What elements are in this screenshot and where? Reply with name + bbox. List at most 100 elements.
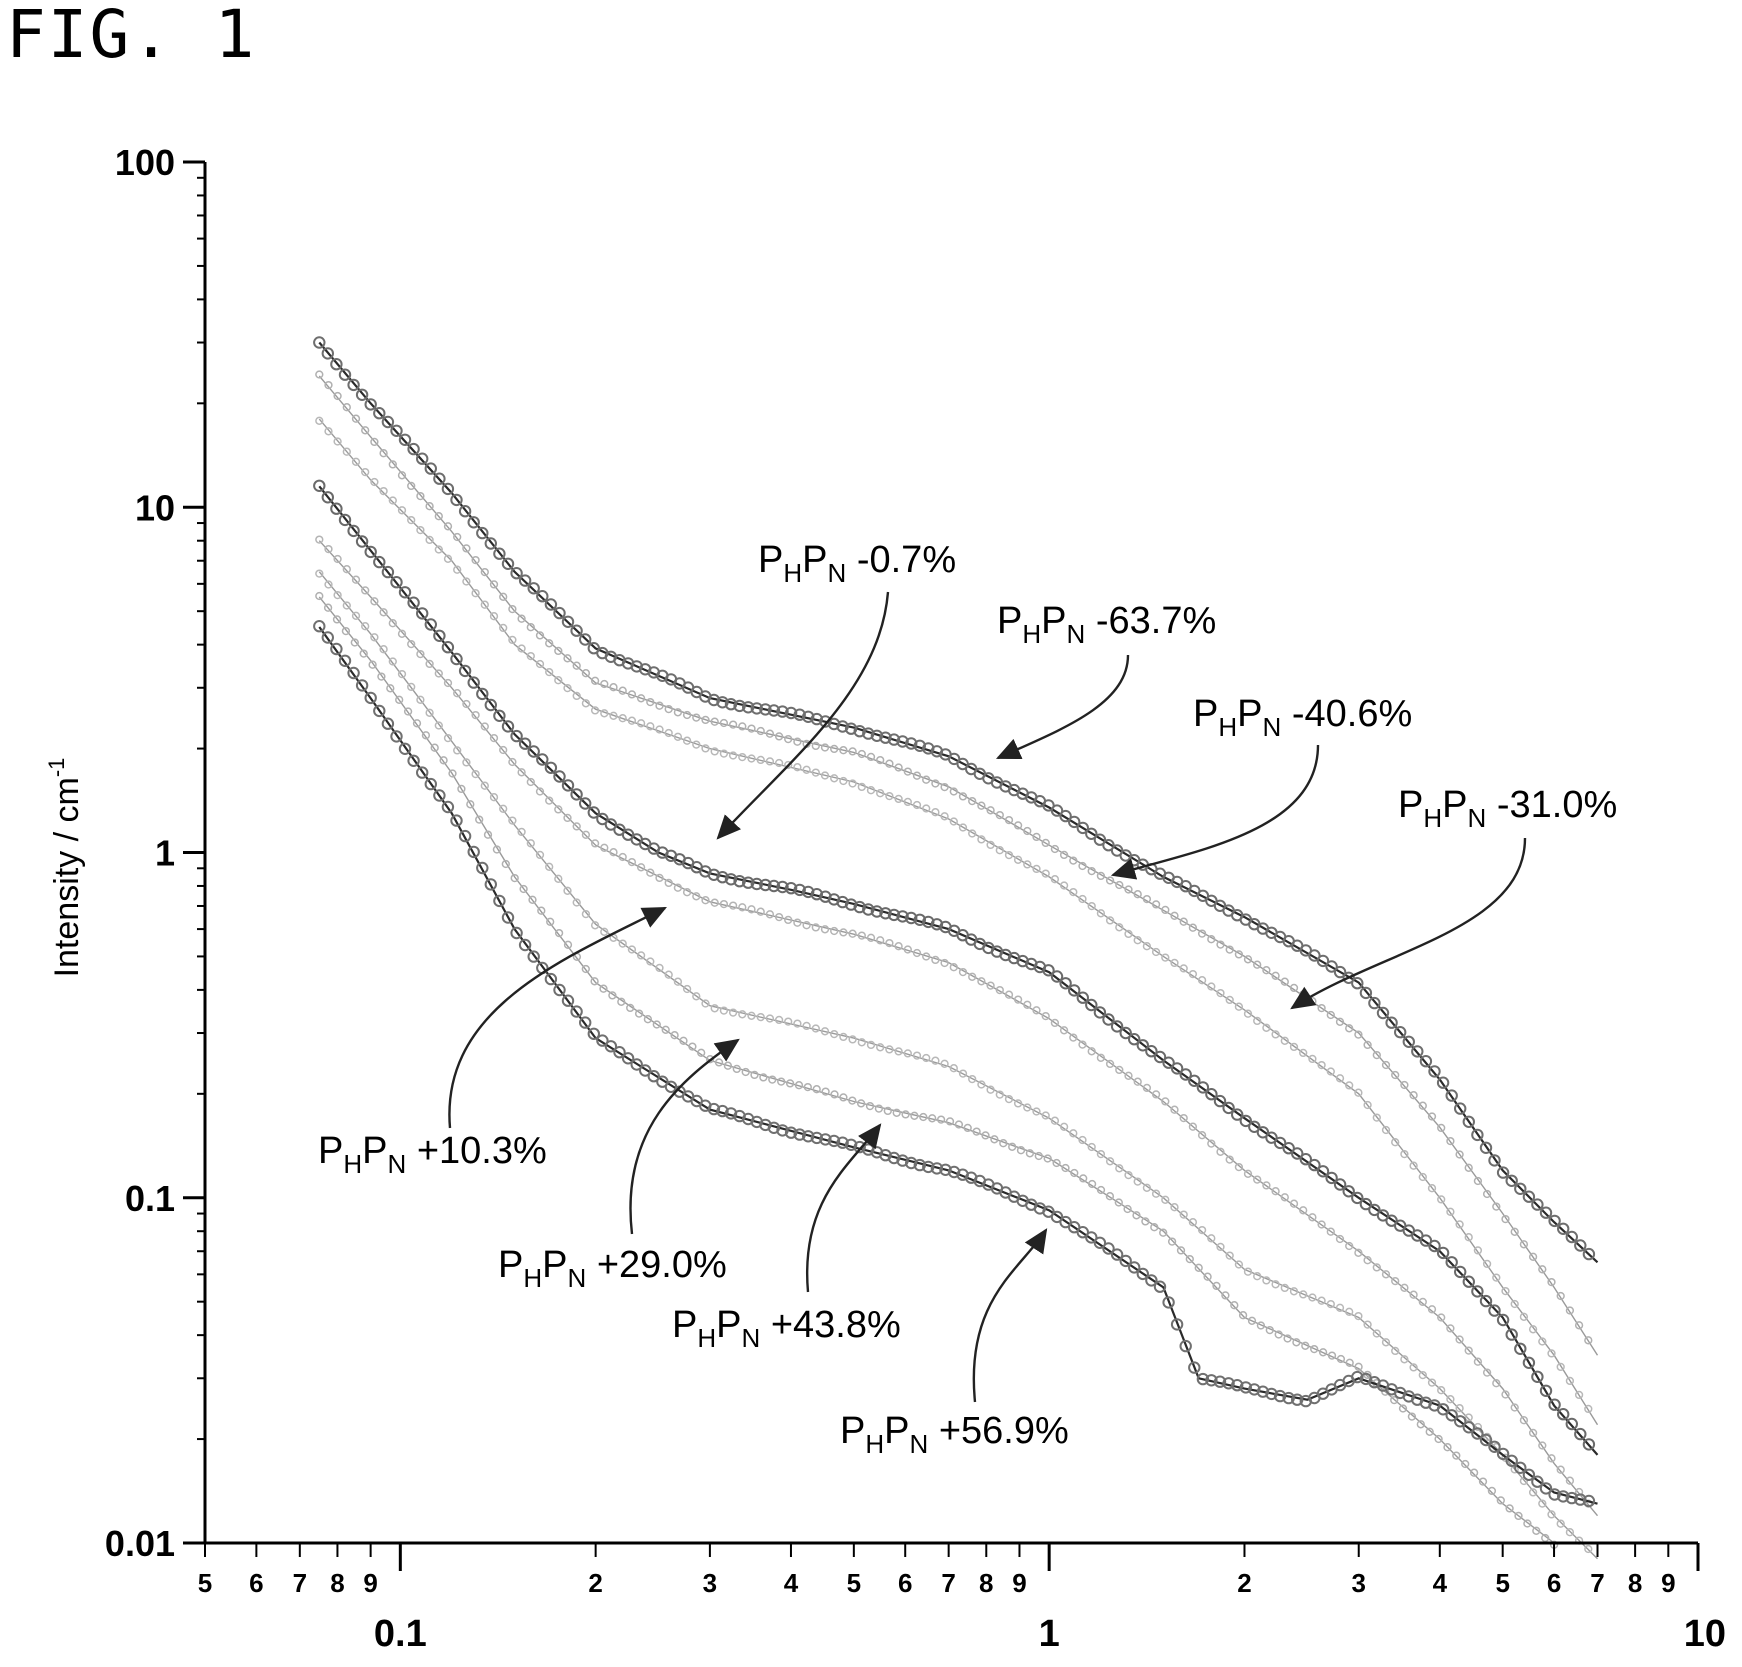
data-point <box>1482 1189 1492 1199</box>
data-point <box>1409 1290 1418 1299</box>
data-point <box>1372 1329 1381 1338</box>
data-point <box>876 789 885 798</box>
data-point <box>333 437 342 446</box>
data-point <box>1400 1355 1409 1364</box>
y-tick-label: 100 <box>115 142 175 183</box>
data-point <box>1548 1488 1561 1501</box>
data-point <box>1510 1299 1519 1309</box>
data-point <box>546 917 555 926</box>
data-point <box>398 433 412 446</box>
data-point <box>774 732 784 741</box>
data-point <box>1574 1493 1587 1506</box>
data-point <box>968 972 977 981</box>
data-point <box>1188 969 1198 979</box>
data-point <box>587 806 600 819</box>
data-point <box>1318 1348 1328 1357</box>
data-point <box>1469 1468 1479 1477</box>
data-point <box>462 758 471 767</box>
data-point <box>458 505 472 518</box>
annotation-label-part: P <box>1442 784 1467 826</box>
series--31.0% <box>315 416 1599 1426</box>
data-point <box>1317 1003 1326 1013</box>
data-point <box>896 1154 909 1167</box>
data-point <box>1023 1000 1032 1009</box>
data-point <box>443 522 453 531</box>
data-point <box>1207 1139 1216 1148</box>
data-point <box>1052 1158 1061 1168</box>
data-point <box>321 347 334 360</box>
data-point <box>342 447 351 456</box>
data-point <box>1556 1465 1565 1474</box>
data-point <box>750 1070 759 1080</box>
data-point <box>1372 1113 1381 1122</box>
data-point <box>536 590 549 603</box>
data-point <box>441 641 455 654</box>
data-point <box>370 633 379 642</box>
data-point <box>1179 1113 1188 1123</box>
data-point <box>361 622 370 631</box>
data-point <box>1538 1265 1547 1274</box>
annotation-label-part: P <box>840 1410 865 1452</box>
data-point <box>784 1017 793 1026</box>
data-point <box>1153 1050 1167 1064</box>
data-point <box>1105 916 1115 925</box>
data-point <box>1528 1252 1538 1261</box>
data-point <box>646 957 655 966</box>
data-point <box>1455 1150 1464 1159</box>
data-point <box>1023 826 1032 836</box>
data-point <box>381 565 395 579</box>
data-point <box>1119 1026 1132 1040</box>
data-point <box>476 526 489 540</box>
data-point <box>986 1085 995 1094</box>
data-point <box>1547 1454 1556 1463</box>
data-point <box>682 984 692 994</box>
data-point <box>510 567 523 580</box>
data-point <box>707 868 721 881</box>
data-point <box>518 938 532 952</box>
data-point <box>501 911 515 924</box>
data-point <box>1161 953 1170 962</box>
data-point <box>608 991 617 1000</box>
data-point <box>379 486 388 496</box>
data-point <box>526 623 535 632</box>
data-point <box>579 633 592 646</box>
data-point <box>1496 1447 1510 1461</box>
data-point <box>1078 861 1087 871</box>
data-point <box>1221 1291 1230 1300</box>
data-point <box>1273 1389 1287 1403</box>
data-point <box>802 885 815 899</box>
data-point <box>1317 1220 1326 1229</box>
data-point <box>1234 1162 1244 1172</box>
series-layer <box>313 336 1599 1560</box>
annotation-arrow <box>716 591 890 840</box>
data-point <box>1510 1227 1519 1236</box>
data-point <box>1043 1154 1052 1163</box>
data-point <box>707 693 721 707</box>
data-point <box>1565 1306 1575 1315</box>
data-point <box>581 964 590 974</box>
data-point <box>1179 964 1188 973</box>
data-point <box>350 638 359 647</box>
data-point <box>1176 1246 1186 1255</box>
data-point <box>865 1101 875 1111</box>
data-point <box>1185 1254 1194 1264</box>
data-point <box>728 1008 738 1017</box>
data-point <box>450 493 463 507</box>
data-point <box>1479 1294 1493 1308</box>
annotation--31.0%: PHPN -31.0% <box>1290 784 1617 1010</box>
data-point <box>912 1051 922 1060</box>
data-point <box>1409 1161 1418 1170</box>
data-point <box>728 720 738 729</box>
data-point <box>1096 1149 1106 1159</box>
data-point <box>759 703 772 716</box>
data-point <box>922 915 935 929</box>
data-point <box>1289 1287 1299 1296</box>
annotation-label-part: N <box>742 1323 761 1353</box>
data-point <box>636 951 646 960</box>
data-point <box>315 370 324 379</box>
data-point <box>646 722 655 731</box>
data-point <box>1482 1259 1492 1269</box>
data-point <box>361 586 370 595</box>
data-point <box>1151 900 1161 909</box>
data-point <box>848 1096 857 1105</box>
